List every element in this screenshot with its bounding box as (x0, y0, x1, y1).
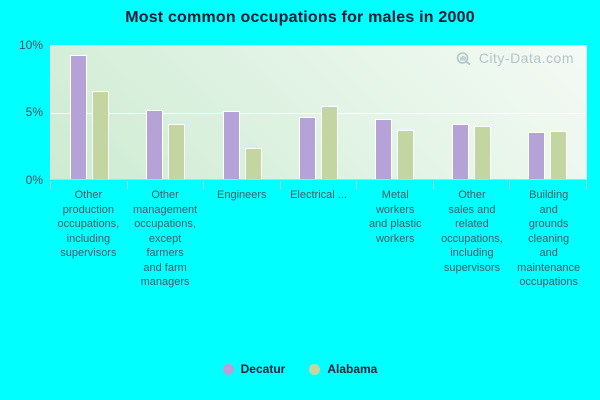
bar-group-7 (510, 46, 586, 179)
x-tick-5 (356, 181, 433, 189)
bar-alabama-4 (320, 105, 338, 179)
bar-decatur-3 (222, 111, 240, 179)
legend-label-decatur: Decatur (240, 362, 286, 376)
x-axis-labels: Other production occupations, including … (50, 188, 587, 290)
bar-group-3 (204, 46, 280, 179)
bar-group-5 (357, 46, 433, 179)
category-label-3: Engineers (217, 189, 267, 201)
bar-group-4 (280, 46, 356, 179)
category-label-4: Electrical ... (290, 189, 347, 201)
legend-item-decatur: Decatur (222, 362, 286, 376)
legend-label-alabama: Alabama (327, 362, 378, 376)
legend-item-alabama: Alabama (309, 362, 377, 376)
category-label-7: Building and grounds cleaning and mainte… (517, 189, 581, 288)
chart-title: Most common occupations for males in 200… (125, 9, 475, 26)
category-label-6: Other sales and related occupations, inc… (441, 189, 503, 274)
x-axis-ticks (50, 181, 587, 189)
bar-group-6 (433, 46, 509, 179)
bar-decatur-6 (451, 124, 469, 179)
watermark: City-Data.com (456, 50, 574, 66)
gridline-5-percent (51, 112, 586, 114)
bar-series-container (51, 46, 586, 179)
x-tick-7 (509, 181, 586, 189)
bar-decatur-1 (69, 55, 87, 179)
x-tick-1 (50, 181, 127, 189)
x-tick-6 (432, 181, 510, 189)
legend-dot-alabama (309, 363, 321, 375)
category-label-5: Metal workers and plastic workers (368, 189, 422, 245)
x-tick-4 (279, 181, 357, 189)
y-axis-tick-label-5: 5% (25, 105, 43, 119)
legend-dot-decatur (222, 363, 234, 375)
plot-area: City-Data.com (50, 45, 587, 180)
city-data-logo-icon (456, 51, 471, 65)
bar-decatur-5 (375, 119, 393, 179)
bar-alabama-6 (473, 125, 491, 179)
bar-group-2 (127, 46, 203, 179)
bar-alabama-2 (168, 124, 186, 179)
bar-alabama-1 (91, 91, 109, 179)
bar-group-1 (51, 46, 127, 179)
bar-decatur-2 (146, 109, 164, 179)
legend: Decatur Alabama (0, 362, 600, 376)
x-tick-2 (126, 181, 204, 189)
bar-decatur-7 (528, 132, 546, 179)
bar-alabama-3 (244, 148, 262, 179)
y-axis-tick-label-10: 10% (18, 38, 43, 52)
bar-alabama-5 (397, 129, 415, 179)
bar-alabama-7 (550, 131, 568, 179)
x-tick-3 (203, 181, 280, 189)
category-label-2: Other management occupations, except far… (132, 189, 198, 288)
watermark-text: City-Data.com (478, 50, 574, 66)
bar-decatur-4 (298, 116, 316, 179)
category-label-1: Other production occupations, including … (57, 189, 120, 259)
y-axis-tick-label-0: 0% (25, 173, 43, 187)
